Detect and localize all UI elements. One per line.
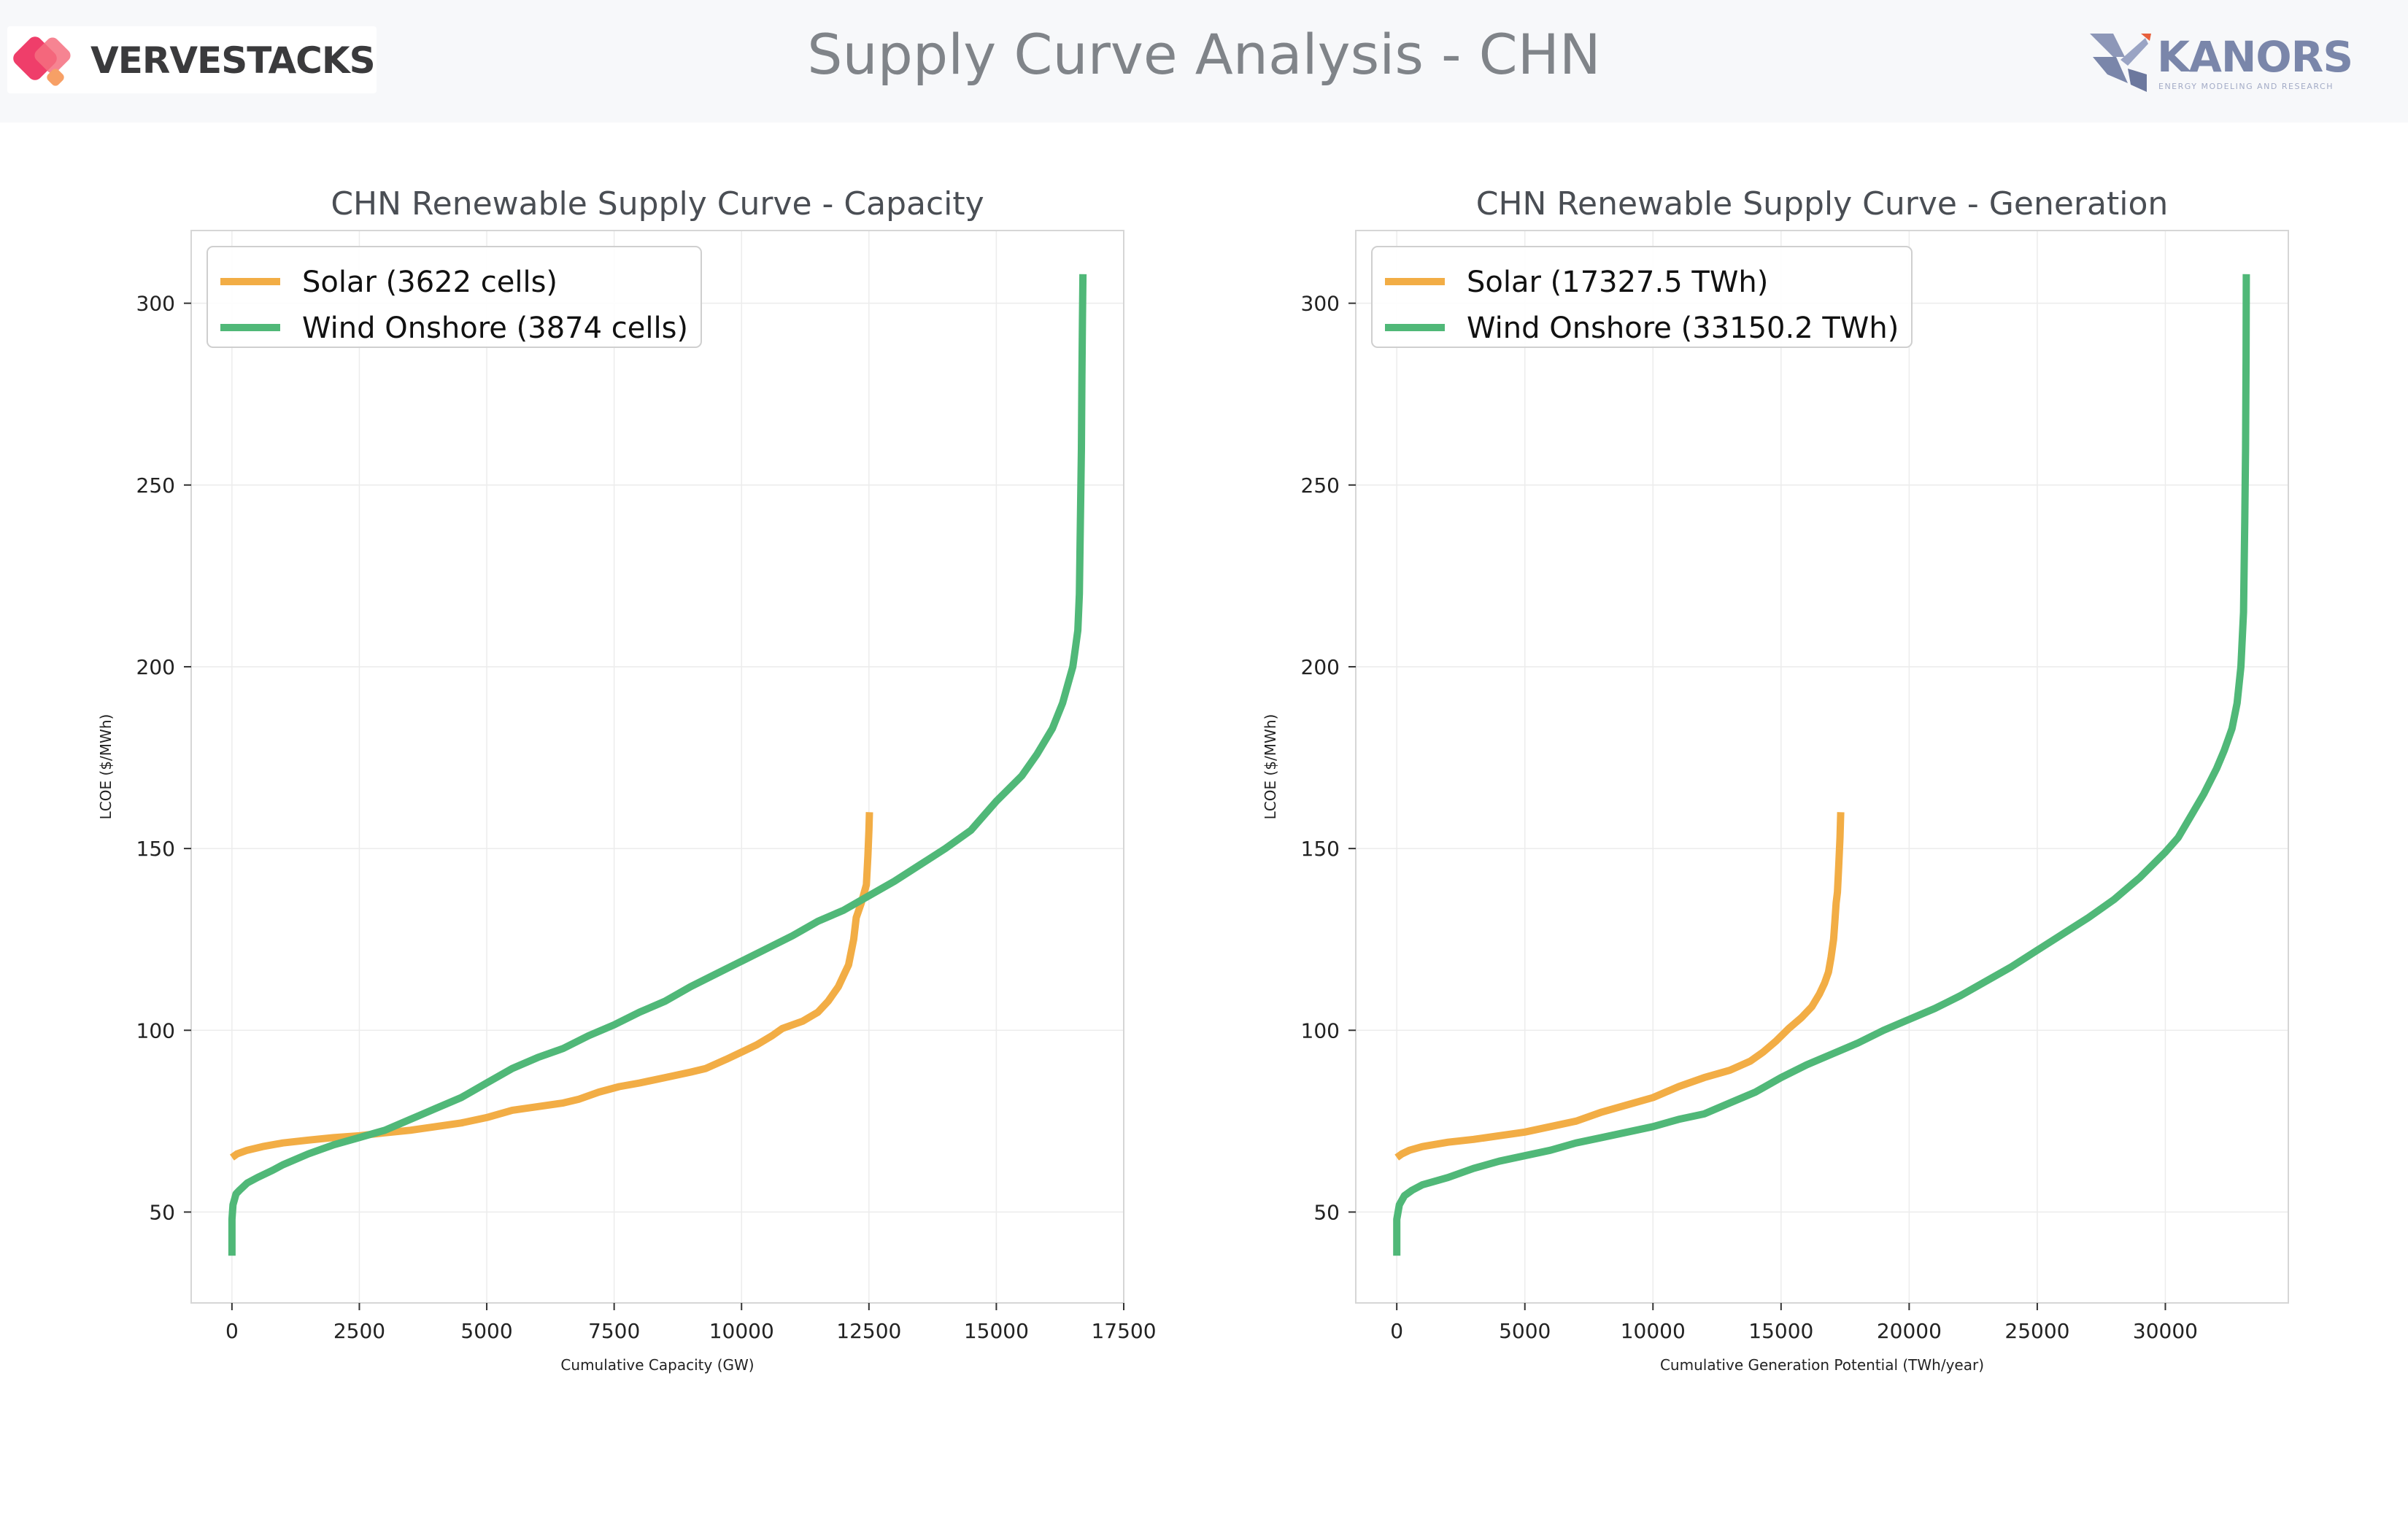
legend-label-wind-onshore: Wind Onshore (33150.2 TWh) — [1467, 312, 1899, 345]
kanors-wordmark: KANORS — [2157, 32, 2353, 82]
y-tick-label: 200 — [136, 655, 175, 679]
chart-title: CHN Renewable Supply Curve - Capacity — [331, 185, 984, 223]
x-tick-label: 5000 — [1499, 1319, 1551, 1343]
series-line-solar — [1394, 812, 1845, 1161]
x-tick-label: 0 — [1390, 1319, 1403, 1343]
x-tick-label: 7500 — [588, 1319, 640, 1343]
chart-panel-2: 0 5000 10000 15000 20000 25000 30000 50 100 150 20… — [1262, 185, 2289, 1374]
series-line-wind-onshore — [1393, 274, 2250, 1256]
legend-label-wind-onshore: Wind Onshore (3874 cells) — [302, 312, 688, 345]
y-tick-label: 250 — [136, 473, 175, 498]
plot-frame — [190, 230, 1124, 1304]
vervestacks-logo: VERVESTACKS — [7, 26, 377, 93]
legend-label-solar: Solar (3622 cells) — [302, 266, 557, 299]
y-tick-label: 150 — [1301, 837, 1340, 861]
x-tick-label: 17500 — [1091, 1319, 1156, 1343]
x-tick-label: 20000 — [1877, 1319, 1942, 1343]
chart-panel-1: 0 2500 5000 7500 10000 12500 15000 17500 50 100 15… — [97, 185, 1157, 1374]
y-tick-label: 150 — [136, 837, 175, 861]
y-tick-label: 250 — [1301, 473, 1340, 498]
series-line-solar — [229, 812, 873, 1161]
x-tick-label: 0 — [225, 1319, 239, 1343]
kanors-logo: KANORS ENERGY MODELING AND RESEARCH — [2087, 31, 2353, 96]
x-tick-label: 15000 — [1748, 1319, 1813, 1343]
x-axis-label: Cumulative Generation Potential (TWh/yea… — [1660, 1356, 1984, 1374]
y-tick-label: 300 — [1301, 292, 1340, 316]
y-tick-label: 100 — [1301, 1018, 1340, 1042]
x-tick-label: 12500 — [836, 1319, 901, 1343]
x-tick-label: 5000 — [460, 1319, 512, 1343]
chart-title: CHN Renewable Supply Curve - Generation — [1476, 185, 2169, 223]
kanors-tagline: ENERGY MODELING AND RESEARCH — [2158, 82, 2334, 91]
y-tick-label: 100 — [136, 1018, 175, 1042]
y-tick-label: 50 — [1313, 1200, 1340, 1224]
plot-frame — [1355, 230, 2289, 1304]
x-axis-label: Cumulative Capacity (GW) — [560, 1356, 754, 1374]
page-header: VERVESTACKS Supply Curve Analysis - CHN … — [0, 0, 2408, 123]
vervestacks-wordmark: VERVESTACKS — [90, 39, 376, 82]
series-line-wind-onshore — [228, 274, 1087, 1256]
y-tick-label: 200 — [1301, 655, 1340, 679]
kanors-logo-icon — [2090, 34, 2151, 92]
y-axis-label: LCOE ($/MWh) — [97, 714, 115, 820]
y-axis-label: LCOE ($/MWh) — [1262, 714, 1279, 820]
y-tick-label: 300 — [136, 292, 175, 316]
x-tick-label: 25000 — [2004, 1319, 2069, 1343]
x-tick-label: 10000 — [709, 1319, 774, 1343]
page-title: Supply Curve Analysis - CHN — [807, 22, 1601, 87]
vervestacks-logo-icon — [13, 36, 71, 86]
legend: Solar (3622 cells) Wind Onshore (3874 cel… — [207, 246, 702, 348]
x-tick-label: 15000 — [964, 1319, 1029, 1343]
legend: Solar (17327.5 TWh) Wind Onshore (33150.2… — [1371, 246, 1913, 348]
legend-box — [1371, 246, 1913, 348]
legend-label-solar: Solar (17327.5 TWh) — [1467, 266, 1768, 299]
legend-box — [207, 246, 702, 348]
x-tick-label: 30000 — [2133, 1319, 2198, 1343]
x-tick-label: 2500 — [333, 1319, 385, 1343]
x-tick-label: 10000 — [1621, 1319, 1686, 1343]
y-tick-label: 50 — [149, 1200, 175, 1224]
